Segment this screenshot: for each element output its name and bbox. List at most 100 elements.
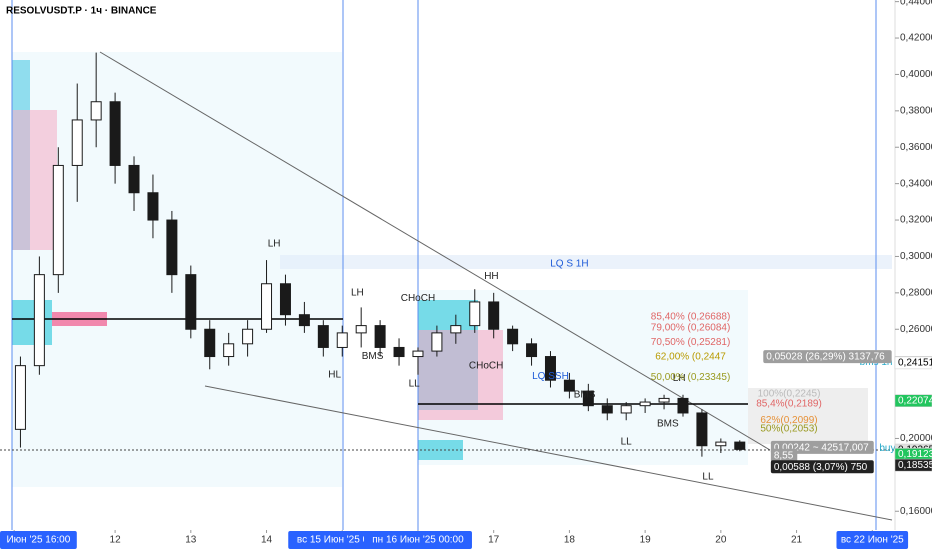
- measure-box: [770, 448, 798, 462]
- annotation: 85,40% (0,26688): [651, 311, 731, 322]
- x-tick-label: пн 16 Июн '25 00:00: [372, 535, 464, 546]
- candle-body: [14, 365, 26, 430]
- annotation: 70,50% (0,25281): [651, 337, 731, 348]
- candle-body: [715, 441, 727, 447]
- candle-body: [336, 332, 348, 348]
- candle-body: [620, 405, 632, 414]
- annotation: CHoCH: [401, 293, 435, 304]
- x-tick-highlight: [0, 531, 77, 549]
- candle-body: [298, 314, 310, 327]
- candle-body: [52, 164, 64, 276]
- annotation: 100%(0,2245): [758, 389, 821, 400]
- candle-body: [677, 397, 689, 414]
- price-label: 0,24151: [898, 358, 932, 369]
- annotation: 79,00% (0,26084): [651, 322, 731, 333]
- candle-body: [563, 379, 575, 392]
- candle-body: [469, 301, 481, 327]
- price-label-bg: [894, 356, 932, 370]
- candle-body: [71, 119, 83, 166]
- candle-body: [90, 101, 102, 121]
- candle-body: [185, 274, 197, 330]
- candle-body: [355, 325, 367, 334]
- chart-title: RESOLVUSDT.P · 1ч · BINANCE: [6, 6, 157, 17]
- x-tick-label: 12: [110, 535, 122, 546]
- candle-body: [109, 101, 121, 166]
- x-tick-label: 13: [185, 535, 197, 546]
- measure-text: 0,00242 ~ 42517,007: [774, 443, 869, 454]
- annotation: CHoCH: [469, 360, 503, 371]
- annotation: HL: [328, 369, 341, 380]
- annotation: BMS: [362, 351, 384, 362]
- annotation: BMS: [657, 419, 679, 430]
- x-tick-label: Июн '25 16:00: [6, 535, 70, 546]
- candle-body: [450, 325, 462, 334]
- candle-body: [639, 401, 651, 407]
- trend-line: [99, 51, 771, 451]
- candle-body: [166, 219, 178, 276]
- price-label: 0,19123: [898, 449, 932, 460]
- price-label-bg: [894, 458, 932, 472]
- fib-zone: [748, 388, 868, 444]
- annotation: HH: [484, 271, 498, 282]
- profile-bar: [12, 300, 52, 345]
- measure-box: [770, 460, 874, 474]
- x-tick-highlight: [363, 531, 472, 549]
- measure-text: 0,05028 (26,29%) 3137,76: [766, 352, 885, 363]
- annotation: 50,00% (0,23345): [651, 372, 731, 383]
- annotation: LQ SSH: [532, 371, 569, 382]
- annotation: LL: [702, 471, 714, 482]
- annotation: LH: [673, 373, 686, 384]
- annotation: 62%(0,2099): [760, 415, 817, 426]
- candle-body: [696, 412, 708, 447]
- measure-text: 8,55: [774, 450, 794, 461]
- x-tick-label: вс 15 Июн '25 00:00: [297, 535, 388, 546]
- candle-body: [412, 350, 424, 358]
- price-label-bg: [894, 394, 932, 407]
- y-tick-label: 0,16000: [900, 506, 932, 517]
- candle-body: [393, 346, 405, 358]
- price-label: 0,22074: [898, 395, 932, 406]
- x-tick-label: 21: [791, 535, 803, 546]
- candle-body: [33, 274, 45, 367]
- candle-body: [128, 164, 140, 194]
- annotation: LH: [351, 287, 364, 298]
- candle-body: [544, 356, 556, 381]
- x-tick-label: 18: [564, 535, 576, 546]
- candle-body: [526, 343, 538, 358]
- annotation: LL: [409, 378, 421, 389]
- x-tick-label: 19: [640, 535, 652, 546]
- annotation: buy: [879, 443, 895, 454]
- x-tick-label: 20: [715, 535, 727, 546]
- candle-body: [488, 301, 500, 330]
- profile-bar: [418, 330, 503, 420]
- price-label: 0,18535: [898, 460, 932, 471]
- candle-body: [374, 325, 386, 348]
- annotation: BMS: [574, 389, 596, 400]
- measure-text: 0,00588 (3,07%) 750: [774, 462, 868, 473]
- candle-body: [431, 332, 443, 352]
- annotation: LQ S 1H: [550, 258, 588, 269]
- profile-bar: [12, 60, 30, 250]
- candle-body: [317, 325, 329, 348]
- candle-body: [223, 343, 235, 358]
- candle-body: [279, 283, 291, 316]
- liquidity-zone: [280, 255, 892, 269]
- x-tick-highlight: [836, 531, 909, 549]
- x-tick-label: вс 22 Июн '25: [841, 535, 904, 546]
- annotation: 62,00% (0,2447: [655, 352, 726, 363]
- candle-body: [601, 405, 613, 414]
- trend-line: [204, 385, 893, 521]
- candle-body: [507, 328, 519, 345]
- profile-bar: [12, 110, 57, 250]
- candle-body: [204, 328, 216, 358]
